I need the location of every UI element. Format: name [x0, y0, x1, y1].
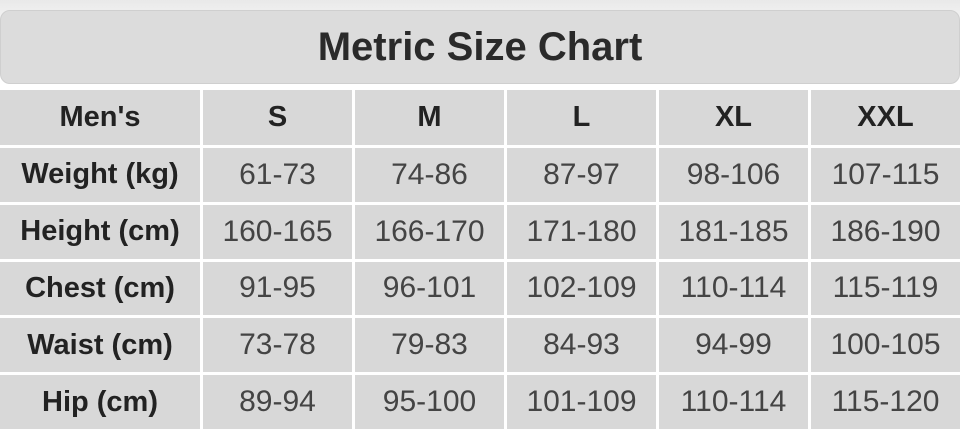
- column-header: XL: [659, 90, 808, 145]
- size-range: 95-100: [355, 375, 504, 429]
- size-range: 61-73: [203, 148, 352, 202]
- size-range: 115-120: [811, 375, 960, 429]
- size-range: 87-97: [507, 148, 656, 202]
- column-header: XXL: [811, 90, 960, 145]
- row-label: Weight (kg): [0, 148, 200, 202]
- column-header: L: [507, 90, 656, 145]
- row-label: Hip (cm): [0, 375, 200, 429]
- chart-title: Metric Size Chart: [0, 10, 960, 84]
- size-range: 96-101: [355, 261, 504, 316]
- column-header: M: [355, 90, 504, 145]
- size-range: 115-119: [811, 261, 960, 316]
- size-range: 102-109: [507, 261, 656, 316]
- row-label: Waist (cm): [0, 318, 200, 373]
- size-range: 73-78: [203, 318, 352, 373]
- size-range: 101-109: [507, 375, 656, 429]
- size-range: 110-114: [659, 375, 808, 429]
- size-range: 110-114: [659, 261, 808, 316]
- column-header: S: [203, 90, 352, 145]
- size-range: 84-93: [507, 318, 656, 373]
- size-range: 181-185: [659, 204, 808, 259]
- size-range: 186-190: [811, 204, 960, 259]
- size-range: 94-99: [659, 318, 808, 373]
- size-range: 74-86: [355, 148, 504, 202]
- size-range: 98-106: [659, 148, 808, 202]
- size-range: 89-94: [203, 375, 352, 429]
- row-label: Height (cm): [0, 204, 200, 259]
- row-label: Chest (cm): [0, 261, 200, 316]
- size-range: 160-165: [203, 204, 352, 259]
- size-range: 166-170: [355, 204, 504, 259]
- size-range: 171-180: [507, 204, 656, 259]
- size-range: 100-105: [811, 318, 960, 373]
- size-range: 107-115: [811, 148, 960, 202]
- size-range: 79-83: [355, 318, 504, 373]
- size-range: 91-95: [203, 261, 352, 316]
- size-table: Men's S M L XL XXL Weight (kg) 61-73 74-86 87-97 9…: [0, 90, 960, 429]
- column-header: Men's: [0, 90, 200, 145]
